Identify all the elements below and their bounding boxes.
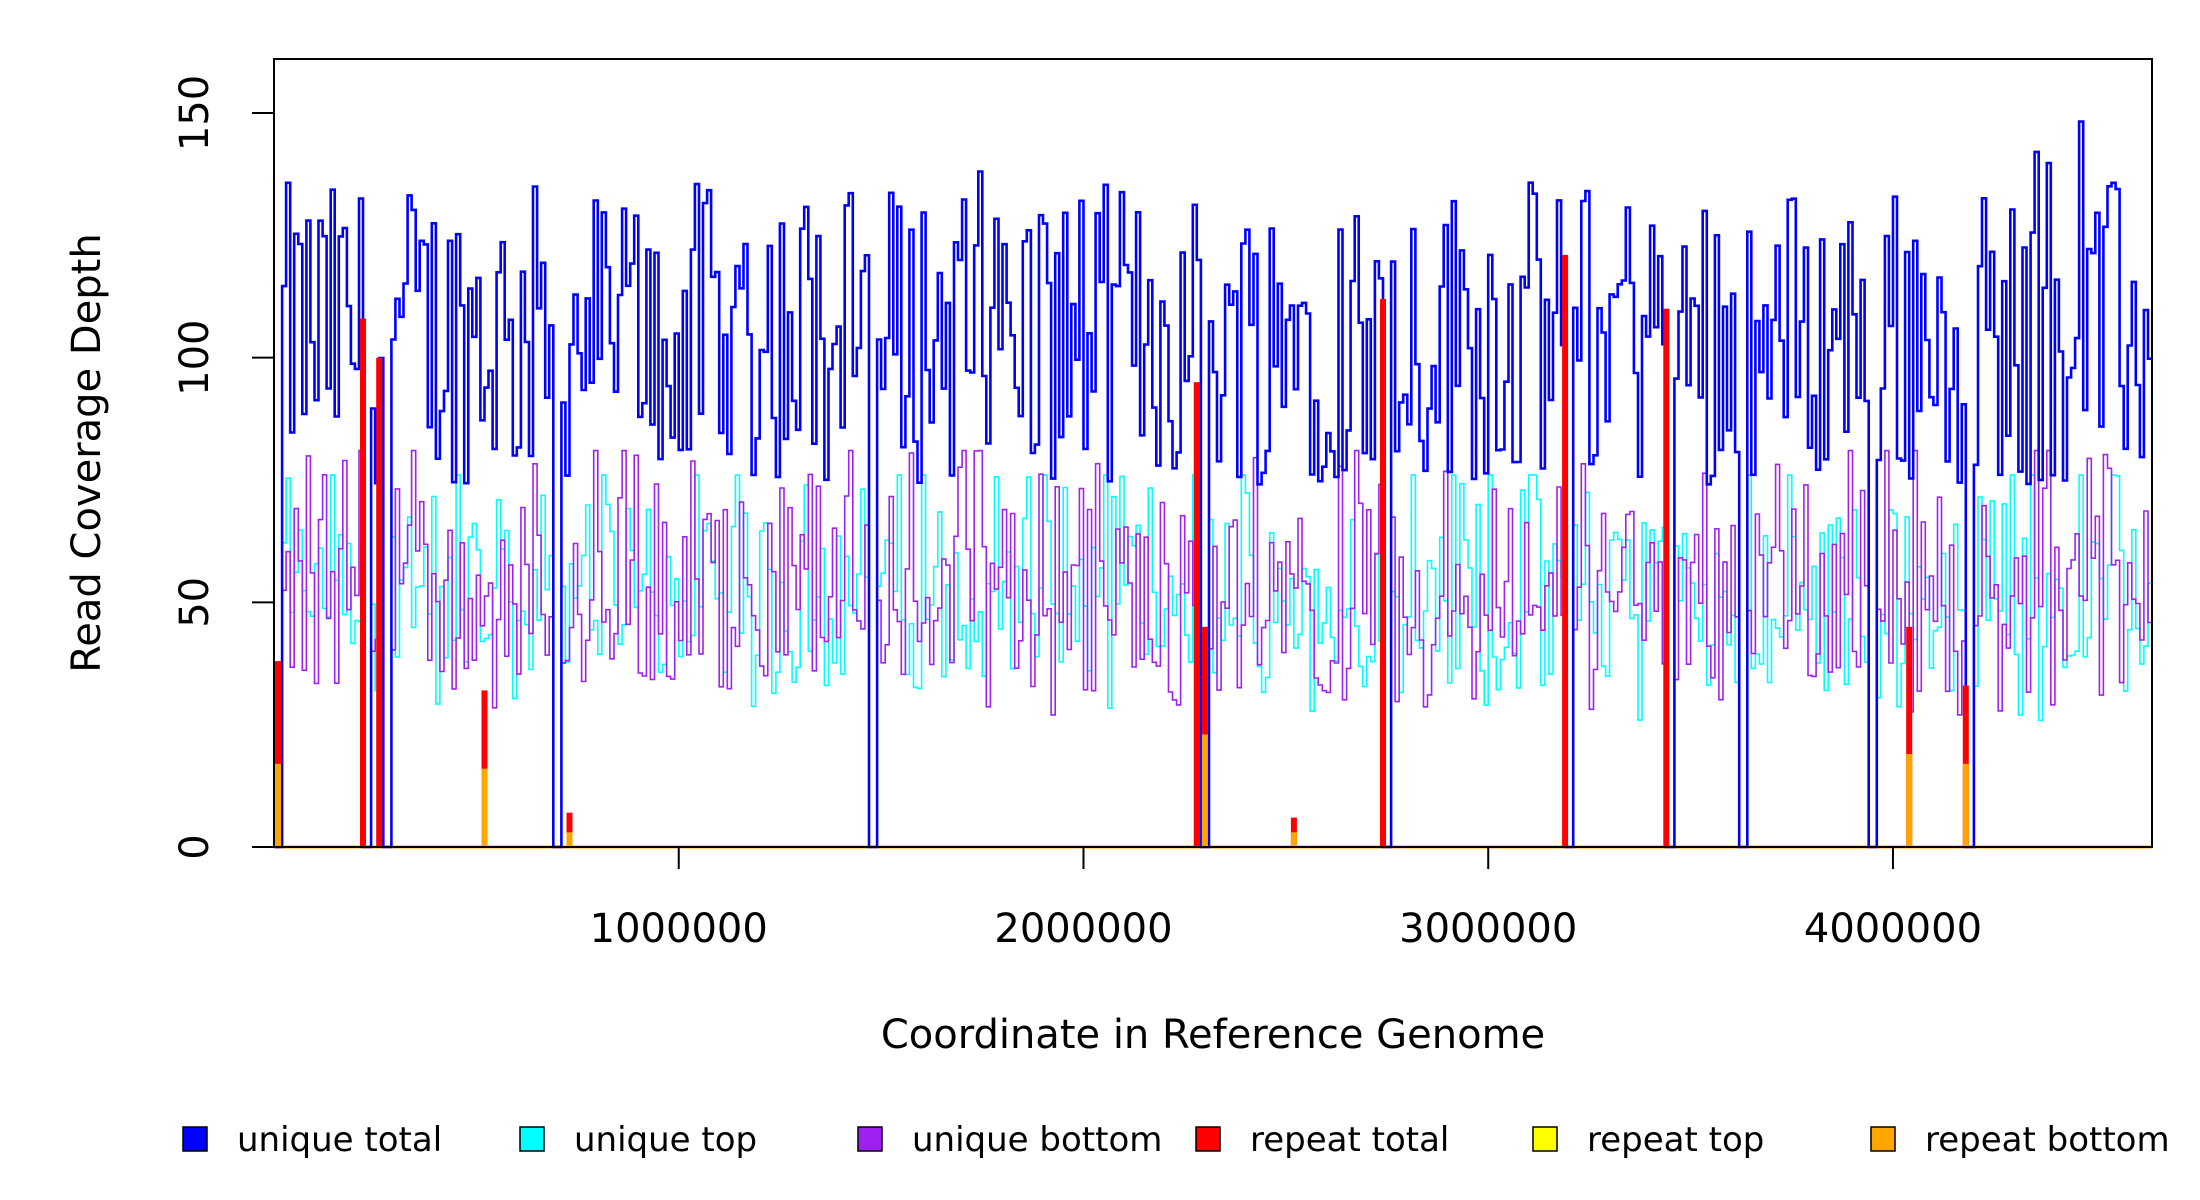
repeat-total-spike [1380,298,1386,847]
repeat-bottom-spike [481,768,488,847]
repeat-bottom-spike [566,832,573,847]
legend-swatch-repeat-top [1532,1126,1558,1152]
legend: unique total unique top unique bottom repea… [182,1120,2170,1160]
repeat-total-spike [1562,254,1569,847]
x-tick-label: 3000000 [1399,906,1577,952]
repeat-bottom-spike [1962,763,1969,847]
repeat-bottom-spike [275,763,281,847]
repeat-bottom-spike [1906,754,1913,847]
repeat-total-spike [376,357,383,847]
legend-label-repeat-total: repeat total [1250,1120,1449,1160]
y-tick-label: 100 [172,319,218,395]
repeat-total-spike [1193,382,1200,847]
repeat-total-spike [1906,626,1913,847]
repeat-total-spike [566,812,573,847]
legend-swatch-repeat-total [1195,1126,1221,1152]
series-line-unique-bottom [274,449,2152,848]
x-axis-label: Coordinate in Reference Genome [881,1012,1545,1058]
series-line-unique-total [274,120,2152,849]
legend-label-unique-total: unique total [237,1120,442,1160]
repeat-bottom-spike [1201,734,1208,847]
repeat-bottom-spike [1290,832,1297,847]
y-axis-label: Read Coverage Depth [64,233,110,672]
series-line-unique-top [274,474,2152,848]
repeat-total-spike [1663,308,1670,847]
legend-swatch-unique-total [182,1126,208,1152]
x-tick-label: 4000000 [1804,906,1982,952]
y-tick-label: 0 [172,834,218,859]
axis-layer: 1000000 2000000 3000000 4000000 0 50 100 150 [172,75,1982,952]
repeat-total-spike [360,318,366,847]
legend-label-repeat-top: repeat top [1587,1120,1764,1160]
legend-swatch-unique-bottom [857,1126,883,1152]
y-tick-label: 50 [172,577,218,628]
legend-label-repeat-bottom: repeat bottom [1925,1120,2170,1160]
legend-label-unique-bottom: unique bottom [912,1120,1162,1160]
plot-frame [273,58,2153,848]
repeat-total-spike [275,661,281,847]
legend-swatch-unique-top [519,1126,545,1152]
y-tick-label: 150 [172,75,218,151]
legend-swatch-repeat-bottom [1870,1126,1896,1152]
x-tick-label: 2000000 [994,906,1172,952]
x-tick-label: 1000000 [590,906,768,952]
legend-label-unique-top: unique top [574,1120,757,1160]
